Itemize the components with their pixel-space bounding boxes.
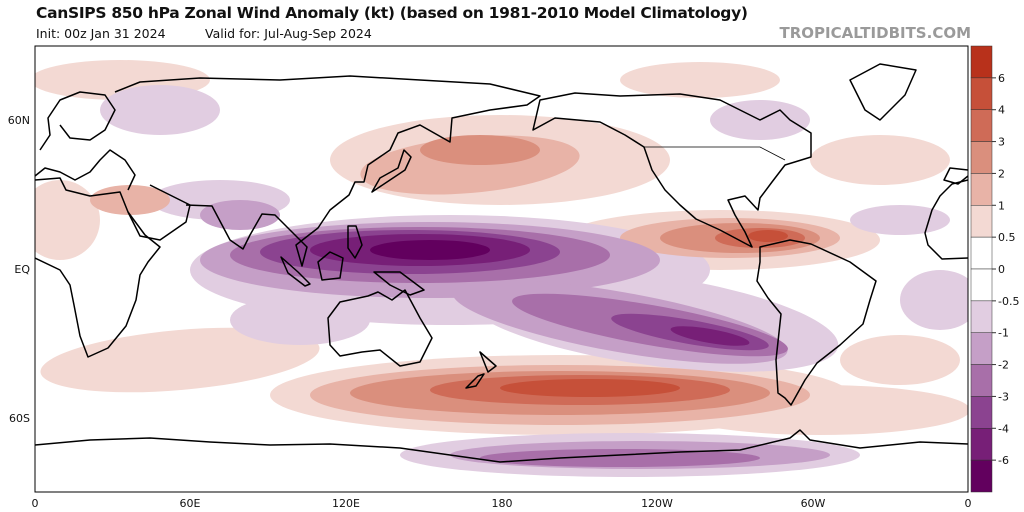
coast-iberia — [943, 167, 968, 185]
anomaly-contour — [670, 326, 750, 346]
colorbar-label: -2 — [998, 359, 1009, 372]
colorbar-label: 1 — [998, 199, 1005, 212]
anomaly-contour — [480, 449, 760, 467]
colorbar-label: 3 — [998, 136, 1005, 149]
coast-greenland — [849, 63, 917, 121]
anomaly-contour — [35, 180, 100, 260]
anomaly-contour — [420, 135, 540, 165]
lat-tick-label: EQ — [14, 263, 30, 276]
coast-australia — [327, 289, 433, 367]
coast-sumatra — [280, 256, 311, 287]
coast-europe — [35, 91, 136, 191]
anomaly-field — [35, 46, 968, 492]
anomaly-contour — [370, 240, 490, 260]
colorbar-label: 0.5 — [998, 231, 1016, 244]
colorbar-bin — [970, 77, 993, 110]
lat-tick-label: 60S — [9, 412, 30, 425]
anomaly-contour — [100, 85, 220, 135]
longitude-axis: 0 60E 120E 180 120W 60W 0 — [32, 497, 972, 510]
anomaly-contour — [900, 270, 968, 330]
colorbar-bin — [970, 236, 993, 270]
coast-antarctica — [35, 429, 968, 463]
coastlines — [35, 63, 968, 463]
colorbar-label: -3 — [998, 390, 1009, 403]
coast-asia — [114, 75, 541, 267]
anomaly-contour — [620, 62, 780, 98]
colorbar-bin — [970, 173, 993, 206]
coast-new-guinea — [373, 271, 425, 296]
colorbar-label: 4 — [998, 104, 1005, 117]
colorbar-label: -4 — [998, 422, 1009, 435]
anomaly-contour — [840, 335, 960, 385]
colorbar-bin — [970, 396, 993, 429]
anomaly-contour — [90, 185, 170, 215]
colorbar-label: 0 — [998, 263, 1005, 276]
coast-north-america — [532, 92, 812, 248]
colorbar-bin — [970, 428, 993, 461]
colorbar-label: -0.5 — [998, 295, 1019, 308]
colorbar-label: -6 — [998, 454, 1009, 467]
init-time: Init: 00z Jan 31 2024 — [36, 26, 166, 41]
colorbar-bin — [970, 205, 993, 238]
lon-tick-label: 60W — [801, 497, 826, 510]
watermark: TROPICALTIDBITS.COM — [779, 24, 972, 42]
latitude-axis: 60N EQ 60S — [8, 114, 31, 425]
anomaly-contour — [850, 205, 950, 235]
lon-tick-label: 0 — [32, 497, 39, 510]
coast-south-america — [756, 239, 877, 406]
colorbar-bin — [970, 268, 993, 302]
border-us-canada — [644, 146, 786, 161]
coast-arabia — [127, 184, 191, 241]
colorbar-bin — [970, 141, 993, 174]
colorbar: 6 4 3 2 1 0.5 0 -0.5 -1 -2 -3 -4 -6 — [970, 45, 1019, 493]
valid-period: Valid for: Jul-Aug-Sep 2024 — [205, 26, 372, 41]
colorbar-bin — [970, 109, 993, 142]
coast-borneo — [317, 251, 344, 281]
anomaly-contour — [40, 327, 320, 393]
colorbar-bin — [970, 364, 993, 397]
coast-africa-west — [924, 179, 968, 260]
lon-tick-label: 120E — [332, 497, 360, 510]
colorbar-label: -1 — [998, 327, 1009, 340]
coast-japan — [371, 149, 412, 193]
colorbar-label: 6 — [998, 72, 1005, 85]
colorbar-bin — [970, 45, 993, 79]
coast-philippines — [347, 225, 363, 259]
colorbar-label: 2 — [998, 167, 1005, 180]
colorbar-bin — [970, 459, 993, 493]
lon-tick-label: 0 — [965, 497, 972, 510]
lon-tick-label: 180 — [492, 497, 513, 510]
chart-title: CanSIPS 850 hPa Zonal Wind Anomaly (kt) … — [36, 4, 748, 22]
coast-africa-east — [35, 177, 161, 358]
map-frame — [34, 45, 969, 493]
colorbar-bin — [970, 300, 993, 333]
anomaly-contour — [810, 135, 950, 185]
anomaly-contour — [230, 295, 370, 345]
lon-tick-label: 120W — [641, 497, 673, 510]
anomaly-contour — [748, 230, 788, 242]
lat-tick-label: 60N — [8, 114, 30, 127]
coast-new-zealand — [465, 351, 497, 389]
lon-tick-label: 60E — [180, 497, 201, 510]
colorbar-bin — [970, 332, 993, 365]
anomaly-contour — [500, 379, 680, 397]
